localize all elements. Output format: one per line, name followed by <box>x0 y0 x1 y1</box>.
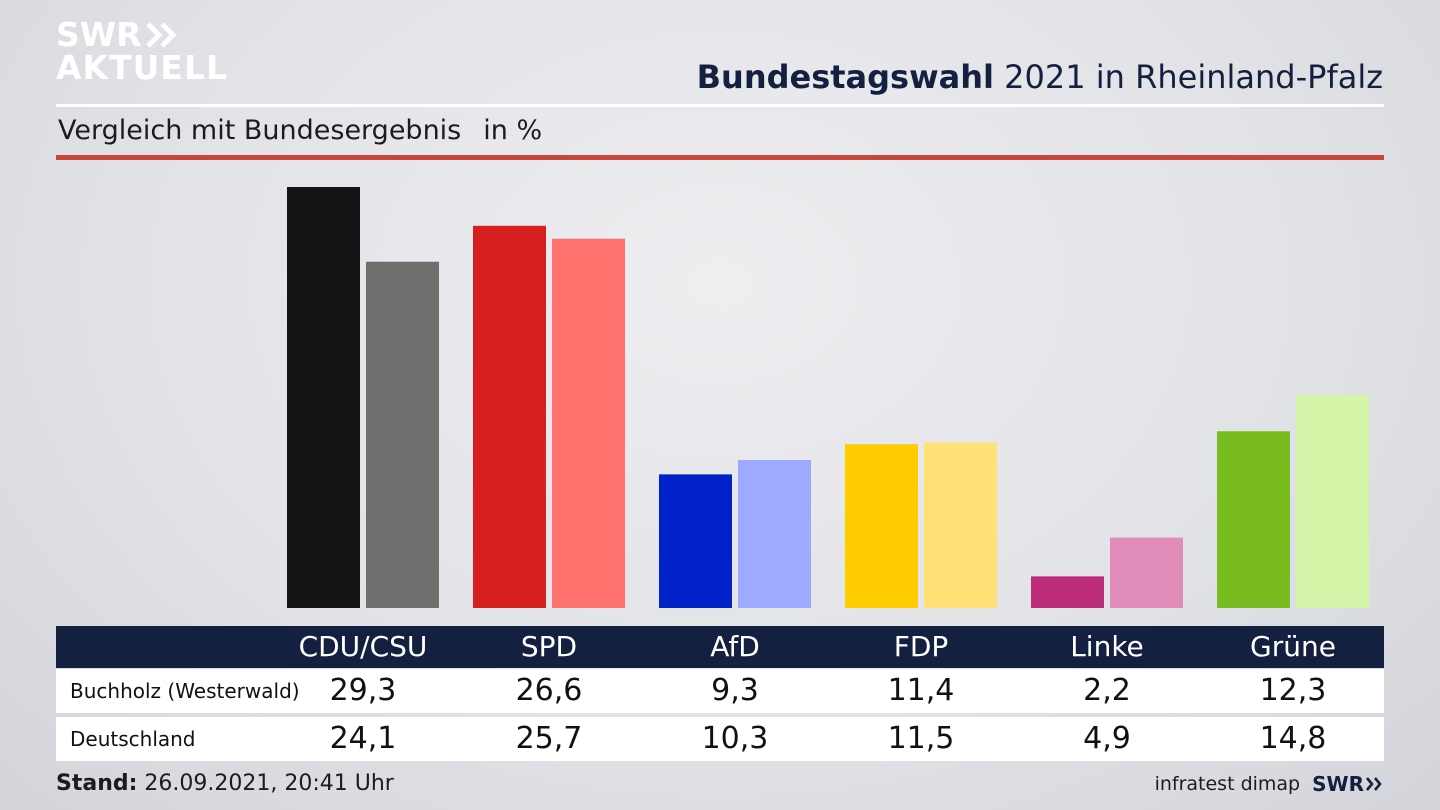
swr-aktuell-logo: SWR AKTUELL <box>56 18 228 84</box>
swr-brand: SWR <box>1312 772 1364 796</box>
bar-linke-national <box>1110 537 1183 608</box>
table-cell: 9,3 <box>711 673 759 708</box>
timestamp: Stand: 26.09.2021, 20:41 Uhr <box>56 771 394 796</box>
bar-fdp-national <box>924 442 997 608</box>
double-chevron-icon <box>1366 777 1382 791</box>
column-header: SPD <box>520 630 578 663</box>
source-credit: infratest dimap SWR <box>1155 772 1384 796</box>
source-text: infratest dimap <box>1154 773 1301 795</box>
table-row: Buchholz (Westerwald) 29,3 26,6 9,3 11,4 2,2… <box>56 669 1384 713</box>
table-cell: 29,3 <box>329 673 397 708</box>
bar-linke-local <box>1031 576 1104 608</box>
subtitle-text: Vergleich mit Bundesergebnis <box>58 115 462 146</box>
subtitle: Vergleich mit Bundesergebnis in % <box>58 115 542 146</box>
table-header: CDU/CSU SPD AfD FDP Linke Grüne <box>56 626 1384 668</box>
bar-grne-national <box>1296 395 1369 608</box>
table-row: Deutschland 24,1 25,7 10,3 11,5 4,9 14,8 <box>56 717 1384 761</box>
table-cell: 24,1 <box>329 721 397 756</box>
table-cell: 2,2 <box>1083 673 1131 708</box>
table-cell: 14,8 <box>1259 721 1327 756</box>
logo-line1: SWR <box>56 15 142 54</box>
stand-value: 26.09.2021, 20:41 Uhr <box>144 771 394 796</box>
subtitle-divider <box>56 155 1384 160</box>
bar-cducsu-local <box>287 187 360 608</box>
table-cell: 10,3 <box>701 721 769 756</box>
column-header: Linke <box>1070 630 1144 663</box>
table-cell: 11,4 <box>887 673 955 708</box>
bar-afd-national <box>738 460 811 608</box>
table-cell: 25,7 <box>515 721 583 756</box>
table-cell: 4,9 <box>1083 721 1131 756</box>
header-divider <box>56 104 1384 107</box>
page-title: Bundestagswahl 2021 in Rheinland-Pfalz <box>697 58 1383 96</box>
title-bold: Bundestagswahl <box>696 58 994 96</box>
bar-afd-local <box>659 474 732 608</box>
bar-cducsu-national <box>366 261 439 608</box>
row-label: Buchholz (Westerwald) <box>70 679 300 703</box>
column-header: AfD <box>710 630 760 663</box>
table-cell: 12,3 <box>1259 673 1327 708</box>
column-header: Grüne <box>1250 630 1336 663</box>
column-header: FDP <box>893 630 949 663</box>
bar-grne-local <box>1217 431 1290 608</box>
table-cell: 26,6 <box>515 673 583 708</box>
row-label: Deutschland <box>70 727 196 751</box>
logo-line2: AKTUELL <box>56 48 229 87</box>
stand-label: Stand: <box>56 771 138 796</box>
table-cell: 11,5 <box>887 721 955 756</box>
column-header: CDU/CSU <box>298 630 428 663</box>
bar-spd-local <box>473 225 546 608</box>
title-rest: 2021 in Rheinland-Pfalz <box>1004 58 1383 96</box>
bar-spd-national <box>552 238 625 608</box>
unit-label: in % <box>483 115 543 146</box>
double-chevron-icon <box>145 21 177 48</box>
bar-fdp-local <box>845 444 918 608</box>
